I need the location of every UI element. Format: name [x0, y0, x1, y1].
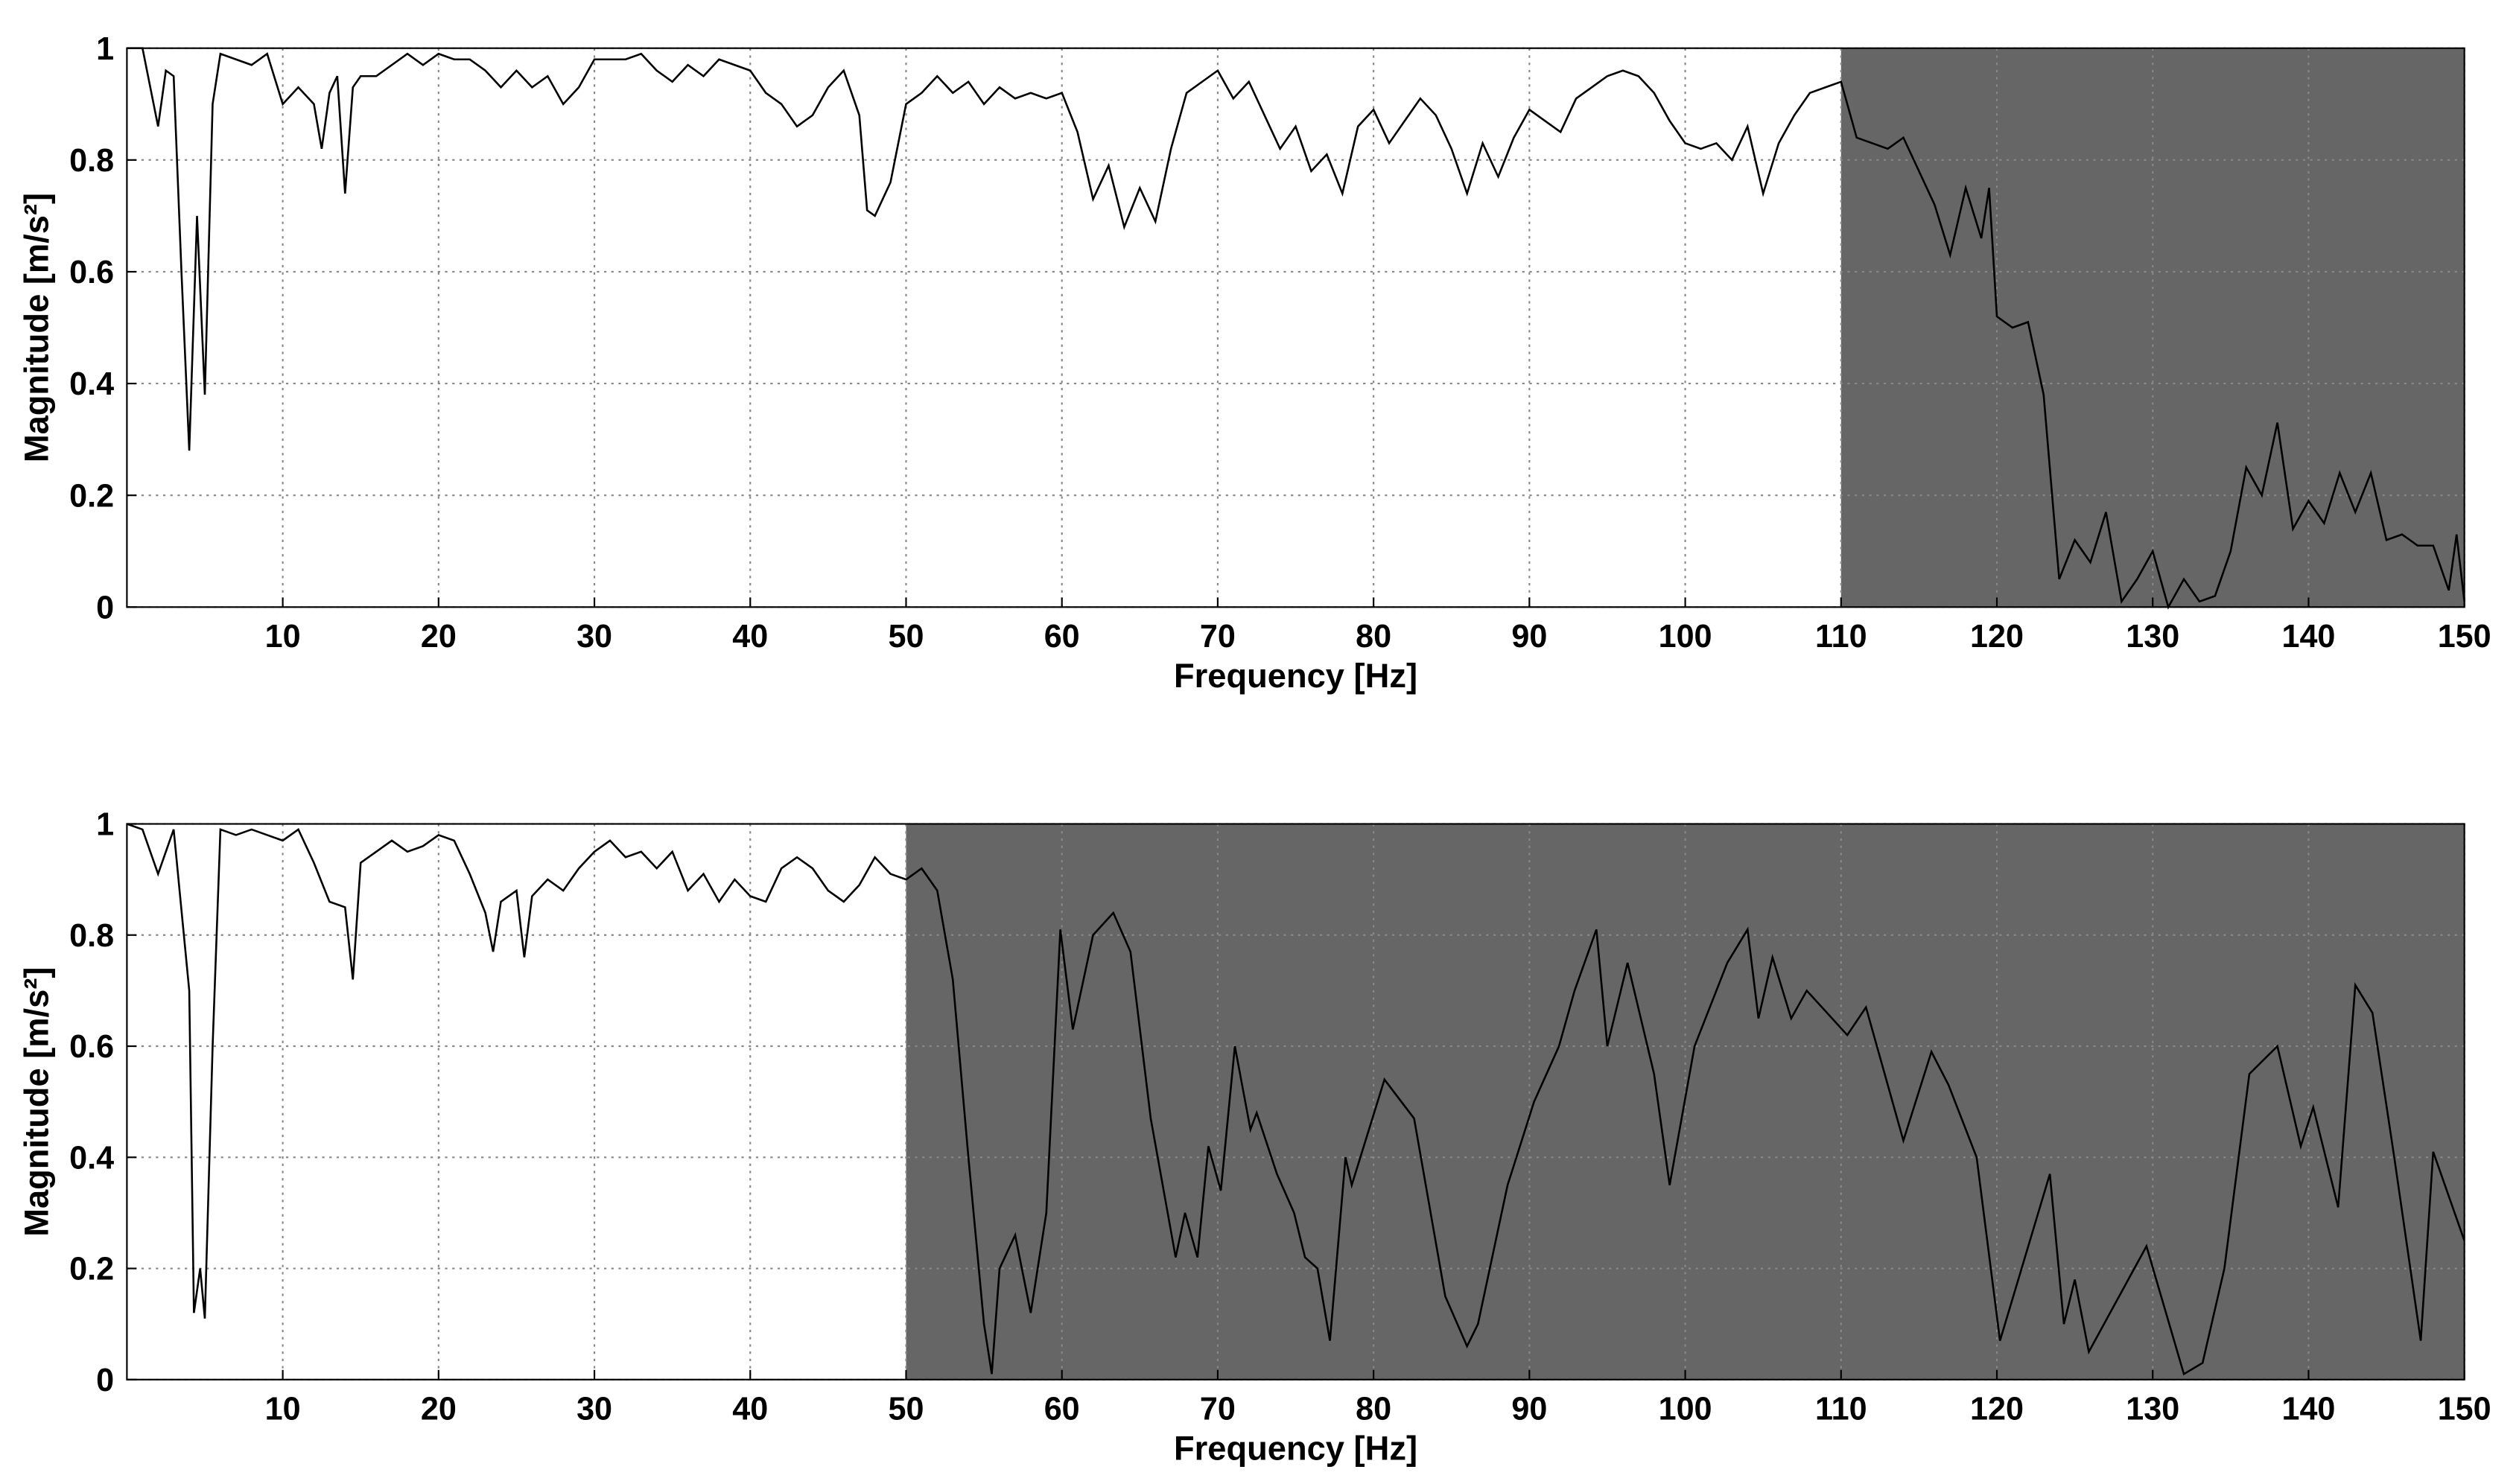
x-tick-label: 90: [1511, 619, 1547, 655]
y-tick-label: 0: [96, 590, 114, 625]
y-tick-label: 1: [96, 31, 114, 67]
x-tick-label: 100: [1659, 619, 1712, 655]
x-axis-label: Frequency [Hz]: [1174, 657, 1417, 695]
x-tick-label: 10: [265, 1392, 301, 1427]
x-tick-label: 10: [265, 619, 301, 655]
x-tick-label: 110: [1815, 619, 1867, 655]
x-tick-label: 100: [1659, 1392, 1712, 1427]
x-tick-label: 60: [1044, 1392, 1080, 1427]
x-tick-label: 80: [1356, 1392, 1391, 1427]
x-tick-label: 140: [2281, 619, 2335, 655]
line: [126, 823, 2465, 1376]
y-tick-label: 0.8: [69, 918, 114, 954]
x-tick-label: 30: [576, 1392, 612, 1427]
y-tick-label: 0.8: [69, 143, 114, 179]
y-tick-label: 1: [96, 807, 114, 843]
x-tick-label: 70: [1200, 619, 1236, 655]
y-tick-label: 0: [96, 1363, 114, 1398]
x-tick-label: 30: [576, 619, 612, 655]
axes-frame: [126, 823, 2465, 1380]
y-tick-label: 0.4: [69, 366, 114, 402]
x-tick-label: 110: [1815, 1392, 1867, 1427]
y-tick-label: 0.6: [69, 1029, 114, 1065]
x-tick-label: 70: [1200, 1392, 1236, 1427]
y-tick-label: 0.2: [69, 478, 114, 514]
x-tick-label: 150: [2438, 1392, 2491, 1427]
x-tick-label: 20: [421, 619, 457, 655]
x-tick-label: 40: [732, 1392, 768, 1427]
y-axis-label: Magnitude [m/s²]: [18, 967, 56, 1237]
x-tick-label: 20: [421, 1392, 457, 1427]
y-tick-label: 0.6: [69, 255, 114, 290]
line: [127, 47, 2465, 610]
x-tick-label: 150: [2438, 619, 2491, 655]
x-tick-label: 60: [1044, 619, 1080, 655]
x-tick-label: 50: [889, 1392, 924, 1427]
x-tick-label: 130: [2126, 619, 2179, 655]
shaded-region: [1840, 48, 2465, 608]
y-axis-label: Magnitude [m/s²]: [18, 193, 56, 462]
x-tick-label: 130: [2126, 1392, 2179, 1427]
x-tick-label: 50: [889, 619, 924, 655]
x-axis-label: Frequency [Hz]: [1174, 1430, 1417, 1468]
x-tick-label: 120: [1970, 619, 2024, 655]
x-tick-label: 40: [732, 619, 768, 655]
x-tick-label: 120: [1970, 1392, 2024, 1427]
x-tick-label: 80: [1356, 619, 1391, 655]
y-tick-label: 0.4: [69, 1140, 114, 1176]
y-tick-label: 0.2: [69, 1252, 114, 1287]
x-tick-label: 140: [2281, 1392, 2335, 1427]
axes-frame: [126, 47, 2465, 608]
x-tick-label: 90: [1511, 1392, 1547, 1427]
